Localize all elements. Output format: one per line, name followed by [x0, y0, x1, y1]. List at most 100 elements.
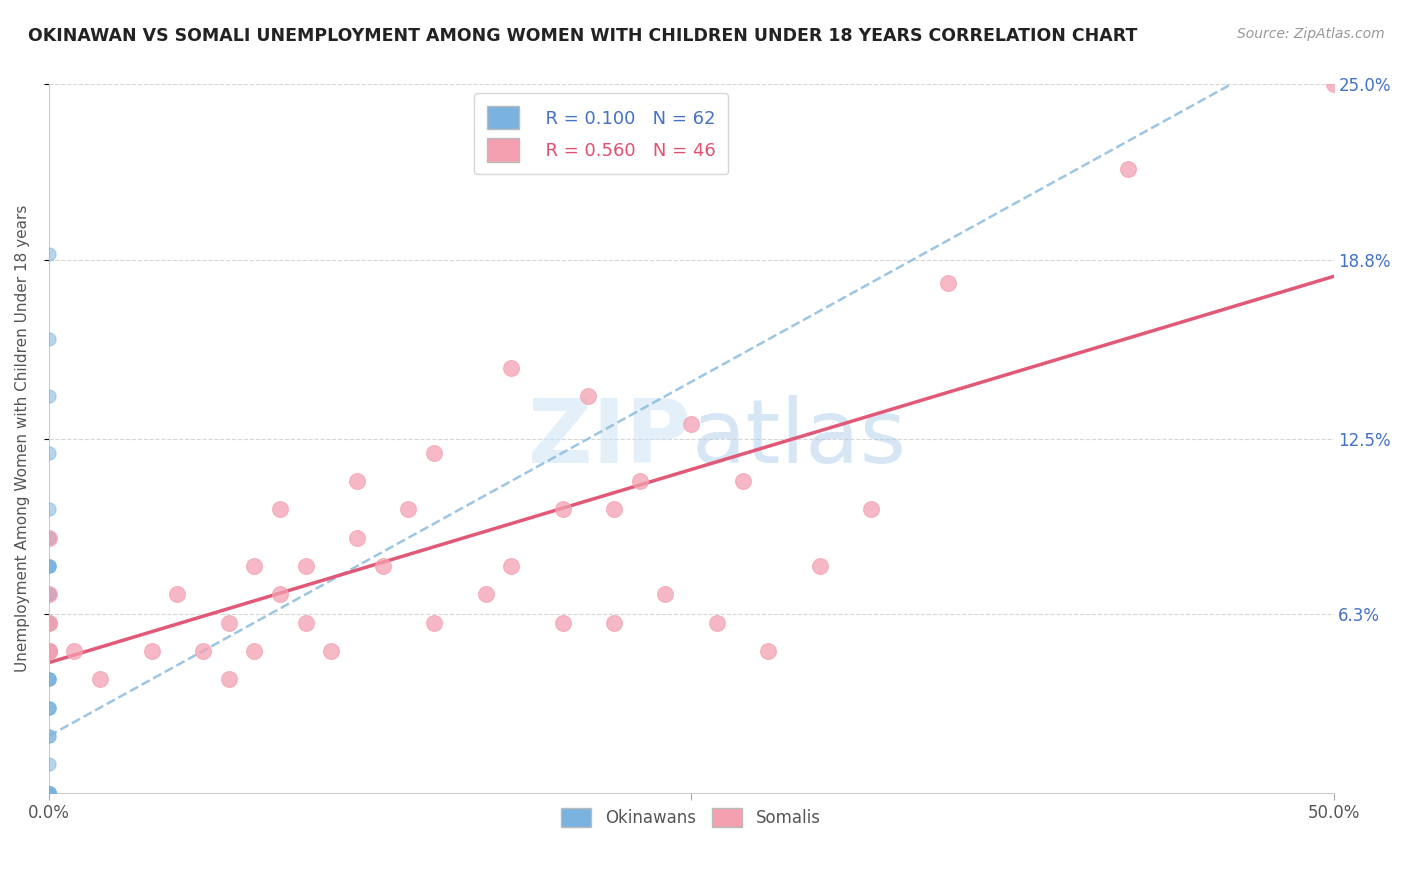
- Point: [371, 559, 394, 574]
- Point: [38, 700, 60, 714]
- Point: [38, 531, 60, 545]
- Point: [38, 786, 60, 800]
- Point: [191, 644, 214, 658]
- Point: [38, 673, 60, 687]
- Point: [38, 729, 60, 743]
- Point: [551, 615, 574, 630]
- Point: [731, 474, 754, 488]
- Point: [38, 644, 60, 658]
- Point: [423, 446, 446, 460]
- Point: [38, 757, 60, 772]
- Point: [38, 644, 60, 658]
- Point: [38, 615, 60, 630]
- Point: [398, 502, 420, 516]
- Point: [808, 559, 831, 574]
- Point: [38, 559, 60, 574]
- Point: [294, 559, 316, 574]
- Point: [551, 502, 574, 516]
- Point: [38, 587, 60, 601]
- Point: [603, 502, 626, 516]
- Point: [141, 644, 163, 658]
- Point: [38, 559, 60, 574]
- Point: [321, 644, 343, 658]
- Point: [756, 644, 779, 658]
- Point: [603, 615, 626, 630]
- Point: [1322, 78, 1344, 92]
- Point: [346, 474, 368, 488]
- Text: OKINAWAN VS SOMALI UNEMPLOYMENT AMONG WOMEN WITH CHILDREN UNDER 18 YEARS CORRELA: OKINAWAN VS SOMALI UNEMPLOYMENT AMONG WO…: [28, 27, 1137, 45]
- Point: [38, 644, 60, 658]
- Point: [269, 502, 291, 516]
- Y-axis label: Unemployment Among Women with Children Under 18 years: Unemployment Among Women with Children U…: [15, 205, 30, 673]
- Point: [38, 786, 60, 800]
- Point: [38, 786, 60, 800]
- Point: [38, 786, 60, 800]
- Point: [38, 673, 60, 687]
- Point: [38, 587, 60, 601]
- Point: [38, 786, 60, 800]
- Point: [706, 615, 728, 630]
- Point: [38, 786, 60, 800]
- Point: [38, 786, 60, 800]
- Point: [38, 559, 60, 574]
- Point: [38, 786, 60, 800]
- Point: [38, 247, 60, 261]
- Point: [38, 615, 60, 630]
- Point: [38, 587, 60, 601]
- Point: [269, 587, 291, 601]
- Text: atlas: atlas: [692, 395, 907, 482]
- Point: [38, 786, 60, 800]
- Point: [38, 786, 60, 800]
- Point: [474, 587, 496, 601]
- Point: [38, 786, 60, 800]
- Point: [63, 644, 86, 658]
- Point: [38, 389, 60, 403]
- Point: [38, 531, 60, 545]
- Point: [294, 615, 316, 630]
- Point: [166, 587, 188, 601]
- Point: [1116, 162, 1139, 177]
- Point: [38, 700, 60, 714]
- Point: [38, 786, 60, 800]
- Point: [38, 615, 60, 630]
- Point: [38, 786, 60, 800]
- Point: [38, 673, 60, 687]
- Point: [38, 786, 60, 800]
- Point: [38, 587, 60, 601]
- Point: [38, 332, 60, 346]
- Point: [38, 644, 60, 658]
- Point: [38, 446, 60, 460]
- Point: [38, 786, 60, 800]
- Point: [38, 673, 60, 687]
- Point: [38, 786, 60, 800]
- Point: [218, 673, 240, 687]
- Point: [243, 644, 266, 658]
- Point: [38, 786, 60, 800]
- Point: [936, 276, 959, 290]
- Legend: Okinawans, Somalis: Okinawans, Somalis: [555, 801, 828, 834]
- Point: [501, 360, 523, 375]
- Point: [38, 615, 60, 630]
- Point: [38, 559, 60, 574]
- Point: [38, 786, 60, 800]
- Point: [859, 502, 882, 516]
- Point: [38, 729, 60, 743]
- Point: [501, 559, 523, 574]
- Point: [38, 700, 60, 714]
- Point: [89, 673, 111, 687]
- Point: [38, 615, 60, 630]
- Text: ZIP: ZIP: [529, 395, 692, 482]
- Point: [38, 786, 60, 800]
- Point: [576, 389, 599, 403]
- Point: [423, 615, 446, 630]
- Point: [38, 587, 60, 601]
- Point: [38, 786, 60, 800]
- Point: [38, 644, 60, 658]
- Text: Source: ZipAtlas.com: Source: ZipAtlas.com: [1237, 27, 1385, 41]
- Point: [628, 474, 651, 488]
- Point: [38, 644, 60, 658]
- Point: [243, 559, 266, 574]
- Point: [38, 644, 60, 658]
- Point: [346, 531, 368, 545]
- Point: [218, 615, 240, 630]
